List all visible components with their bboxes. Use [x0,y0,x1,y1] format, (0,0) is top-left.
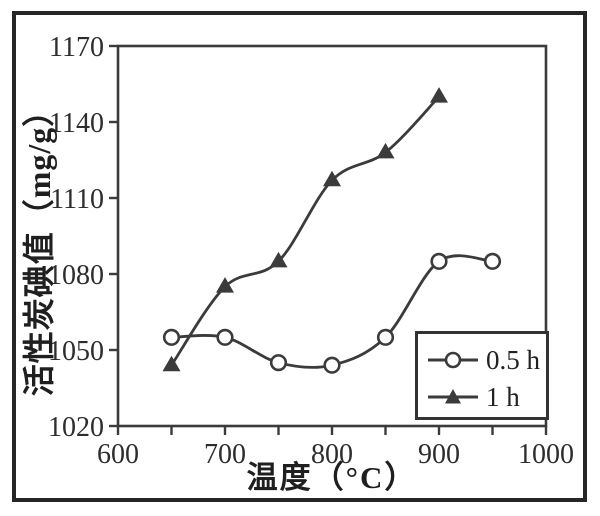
data-point-triangle [216,277,234,293]
y-tick-label: 1110 [50,184,104,215]
x-tick-label: 1000 [518,439,574,470]
x-tick-label: 900 [418,439,460,470]
y-tick-label: 1020 [48,412,104,443]
data-point-circle [483,252,502,270]
legend-label: 1 h [486,382,520,412]
legend-entry: 0.5 h [427,345,546,375]
series-line-1 [170,95,441,367]
figure-border [12,11,587,502]
data-point-triangle [269,251,288,268]
x-tick-label: 800 [311,439,353,470]
x-tick-label: 600 [97,439,139,470]
data-point-circle [323,356,341,374]
y-tick-label: 1140 [49,108,104,139]
data-point-circle [269,354,288,372]
legend: 0.5 h 1 h [415,331,549,420]
legend-marker-open-circle [428,351,478,369]
data-point-triangle [323,170,341,187]
x-axis-title: 温度（°C） [246,460,418,495]
data-point-circle [430,252,448,270]
data-point-circle [376,328,395,346]
y-tick-label: 1080 [48,260,104,291]
data-point-circle [216,328,234,346]
legend-marker-filled-triangle [428,389,478,404]
y-tick-label: 1170 [49,32,104,63]
data-point-circle [162,328,181,346]
y-tick-label: 1050 [48,336,104,367]
data-point-triangle [376,142,395,159]
legend-label: 0.5 h [486,345,540,375]
y-axis-title: 活性炭碘值（mg/g） [21,93,57,397]
data-point-triangle [430,87,448,103]
legend-entry: 1 h [427,382,546,412]
data-point-triangle [162,355,181,372]
x-tick-label: 700 [204,439,246,470]
